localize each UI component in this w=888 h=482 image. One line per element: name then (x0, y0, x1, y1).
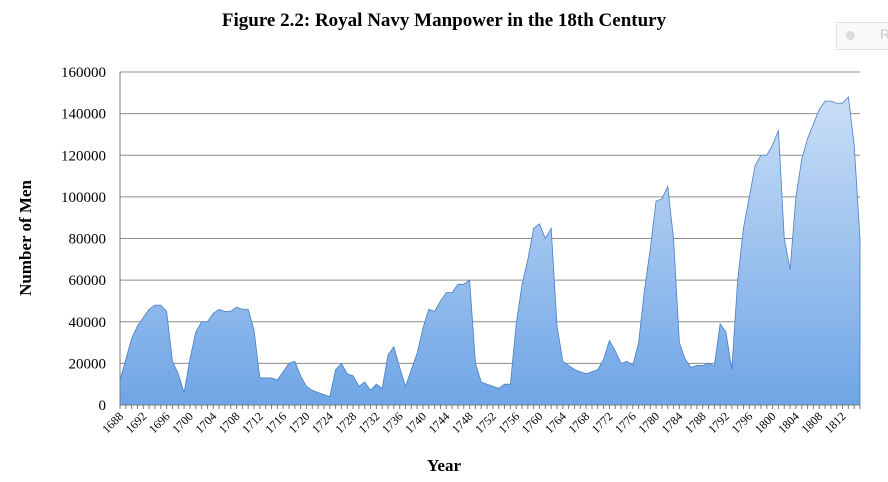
legend: R (836, 22, 888, 50)
y-tick-label: 80000 (69, 232, 107, 248)
area-fill (119, 96, 861, 406)
x-tick-label: 1784 (659, 409, 686, 436)
x-tick-label: 1788 (682, 409, 709, 436)
y-tick-label: 20000 (69, 356, 107, 372)
x-tick-label: 1708 (216, 409, 243, 436)
x-axis-title: Year (427, 456, 461, 475)
x-tick-label: 1776 (612, 409, 639, 436)
legend-marker (846, 31, 855, 40)
x-tick-label: 1704 (192, 409, 219, 436)
x-tick-label: 1720 (286, 409, 313, 436)
x-tick-label: 1740 (402, 409, 429, 436)
grid-lines (120, 71, 860, 364)
x-tick-label: 1744 (426, 409, 453, 436)
area-series (119, 96, 861, 406)
x-tick-label: 1780 (635, 409, 662, 436)
x-tick-label: 1792 (705, 409, 732, 436)
y-tick-label: 160000 (61, 65, 106, 81)
x-tick-label: 1736 (379, 409, 406, 436)
chart-title: Figure 2.2: Royal Navy Manpower in the 1… (221, 10, 667, 31)
y-tick-label: 100000 (61, 190, 106, 206)
y-axis-title: Number of Men (16, 180, 35, 296)
axes (119, 72, 861, 409)
y-tick-label: 120000 (61, 148, 106, 164)
x-tick-label: 1772 (589, 409, 616, 436)
x-tick-label: 1796 (729, 409, 756, 436)
x-tick-label: 1716 (262, 409, 289, 436)
x-tick-label: 1696 (146, 409, 173, 436)
x-tick-label: 1728 (332, 409, 359, 436)
x-tick-label: 1800 (752, 409, 779, 436)
x-tick-label: 1700 (169, 409, 196, 436)
x-tick-label: 1804 (775, 409, 802, 436)
x-tick-label: 1756 (495, 409, 522, 436)
x-tick-label: 1732 (356, 409, 383, 436)
y-tick-label: 0 (99, 398, 107, 414)
x-tick-label: 1760 (519, 409, 546, 436)
x-tick-label: 1692 (123, 409, 150, 436)
y-tick-label: 60000 (69, 273, 107, 289)
x-tick-label: 1748 (449, 409, 476, 436)
x-tick-label: 1768 (565, 409, 592, 436)
x-tick-label: 1812 (822, 409, 849, 436)
x-tick-label: 1724 (309, 409, 336, 436)
x-tick-labels: 1688169216961700170417081712171617201724… (99, 409, 848, 436)
x-tick-label: 1752 (472, 409, 499, 436)
y-tick-labels: 0 20000 40000 60000 80000 100000 120000 140000 1… (61, 65, 106, 414)
x-tick-label: 1764 (542, 409, 569, 436)
x-tick-label: 1808 (798, 409, 825, 436)
y-tick-label: 40000 (69, 315, 107, 331)
x-tick-label: 1712 (239, 409, 266, 436)
legend-label: R (880, 26, 888, 42)
y-tick-label: 140000 (61, 107, 106, 123)
